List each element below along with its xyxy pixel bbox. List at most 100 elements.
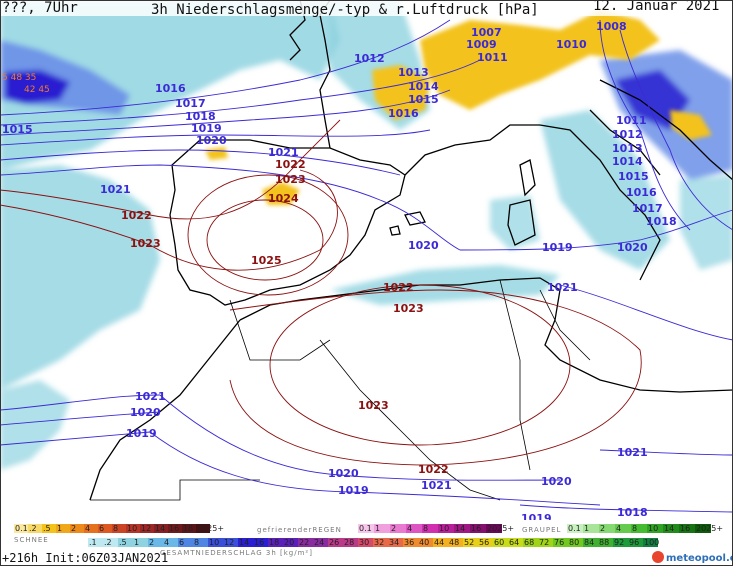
- isobar-label: 1007: [471, 26, 502, 39]
- isobar-line: [559, 284, 733, 341]
- header-title: 3h Niederschlagsmenge/-typ & r.Luftdruck…: [151, 2, 539, 18]
- legend-swatch: [196, 524, 210, 533]
- meteopool-logo-icon: [652, 551, 664, 563]
- legend-swatch: [238, 538, 253, 547]
- isobar-ring-1025: [206, 199, 324, 281]
- isobar-label: 1020: [328, 467, 359, 480]
- legend-swatch: [508, 538, 523, 547]
- isobar-label: 1011: [616, 114, 647, 127]
- legend-swatch: [223, 538, 238, 547]
- legend-swatch: [615, 524, 631, 533]
- isobar-line: [0, 59, 481, 126]
- legend-swatch: [358, 538, 373, 547]
- isobar-label: 1021: [421, 479, 452, 492]
- legend-swatch: [84, 524, 98, 533]
- isobar-label: 1020: [196, 134, 227, 147]
- isobar-label: 1021: [617, 446, 648, 459]
- legend-swatch: [163, 538, 178, 547]
- legend-swatch: [70, 524, 84, 533]
- snow-area-pyrenees: [372, 65, 430, 120]
- legend-swatch: [583, 538, 598, 547]
- snow-area-balkan: [670, 110, 712, 140]
- legend-value: 10: [648, 524, 658, 533]
- legend-value: 16: [254, 538, 264, 547]
- legend-swatch: [268, 538, 283, 547]
- legend-graupel-scale: 0.1 1 2 4 8 10 14 16 2025+: [567, 524, 723, 533]
- legend-swatch: [418, 538, 433, 547]
- legend-value: 32: [374, 538, 384, 547]
- isobar-label: 1015: [408, 93, 439, 106]
- isobar-label: 1015: [2, 123, 33, 136]
- legend-swatch: [98, 524, 112, 533]
- isobar-label: 1025: [251, 254, 282, 267]
- legend-value: 12: [224, 538, 234, 547]
- isobar-line: [0, 431, 151, 446]
- isobar-label: 1019: [191, 122, 222, 135]
- legend-value: 0.1: [359, 524, 372, 533]
- legend-swatch: [598, 538, 613, 547]
- isobar-line: [459, 209, 733, 251]
- isobar-label: 1019: [542, 241, 573, 254]
- snow-area-cantabria: [205, 147, 228, 160]
- legend-swatch: [613, 538, 628, 547]
- legend-value: 0.1: [15, 524, 28, 533]
- legend-swatch: [647, 524, 663, 533]
- legend-swatch: [14, 524, 28, 533]
- legend-swatch: [463, 538, 478, 547]
- legend-value: 8: [632, 524, 637, 533]
- border-line-1: [229, 299, 331, 361]
- border-line-3: [499, 279, 531, 471]
- isobar-line: [599, 19, 691, 231]
- legend-value: 10: [439, 524, 449, 533]
- legend-value: 20: [284, 538, 294, 547]
- isobar-line: [0, 129, 431, 146]
- legend-value: 16: [169, 524, 179, 533]
- legend-swatch: [643, 538, 658, 547]
- legend-swatch: [438, 524, 454, 533]
- legend-swatch: [388, 538, 403, 547]
- precip-max-value: 5 48 35: [2, 73, 36, 83]
- legend-swatch: [583, 524, 599, 533]
- isobar-label: 1021: [135, 390, 166, 403]
- isobar-label: 1021: [547, 281, 578, 294]
- precip-max-value: 42 45: [24, 85, 50, 95]
- isobar-label: 1024: [268, 192, 299, 205]
- precip-area-east: [680, 175, 733, 270]
- snow-area-alps: [420, 10, 660, 110]
- isobar-label: 1017: [175, 97, 206, 110]
- legend-total-precip-label: GESAMTNIEDERSCHLAG 3h [kg/m²]: [160, 549, 313, 557]
- precip-max-labels: 5 48 35 42 45: [2, 73, 50, 95]
- isobar-label: 1020: [541, 475, 572, 488]
- legend-swatch: [283, 538, 298, 547]
- coastline-sardinia: [507, 199, 536, 246]
- header-valid-time: ???, 7Uhr: [2, 0, 78, 16]
- legend-swatch: [140, 524, 154, 533]
- legend-value: 30: [359, 538, 369, 547]
- legend-swatch: [178, 538, 193, 547]
- snow-area-iberia: [262, 182, 300, 205]
- legend-value: .5: [119, 538, 127, 547]
- legend-swatch: [523, 538, 538, 547]
- legend-graupel-label: GRAUPEL: [522, 526, 561, 534]
- isobar-label: 1021: [100, 183, 131, 196]
- legend-swatch: [422, 524, 438, 533]
- legend-value: 22: [299, 538, 309, 547]
- coastline-north-africa: [239, 277, 733, 393]
- isobar-line: [0, 164, 461, 251]
- legend-value: 1: [375, 524, 380, 533]
- coastline-italy: [539, 109, 661, 281]
- legend-value: .1: [89, 538, 97, 547]
- legend-value: 6: [179, 538, 184, 547]
- isobar-label: 1019: [126, 427, 157, 440]
- legend-swatch: [28, 524, 42, 533]
- legend-value: 2025+: [487, 524, 514, 533]
- isobar-label: 1022: [383, 281, 414, 294]
- legend-value: 4: [407, 524, 412, 533]
- isobar-line: [159, 394, 561, 481]
- legend-value: 100: [644, 538, 659, 547]
- legend-swatch: [193, 538, 208, 547]
- legend-value: 14: [664, 524, 674, 533]
- legend-snow-label: SCHNEE: [14, 536, 49, 544]
- legend-value: 2: [600, 524, 605, 533]
- isobar-label: 1021: [268, 146, 299, 159]
